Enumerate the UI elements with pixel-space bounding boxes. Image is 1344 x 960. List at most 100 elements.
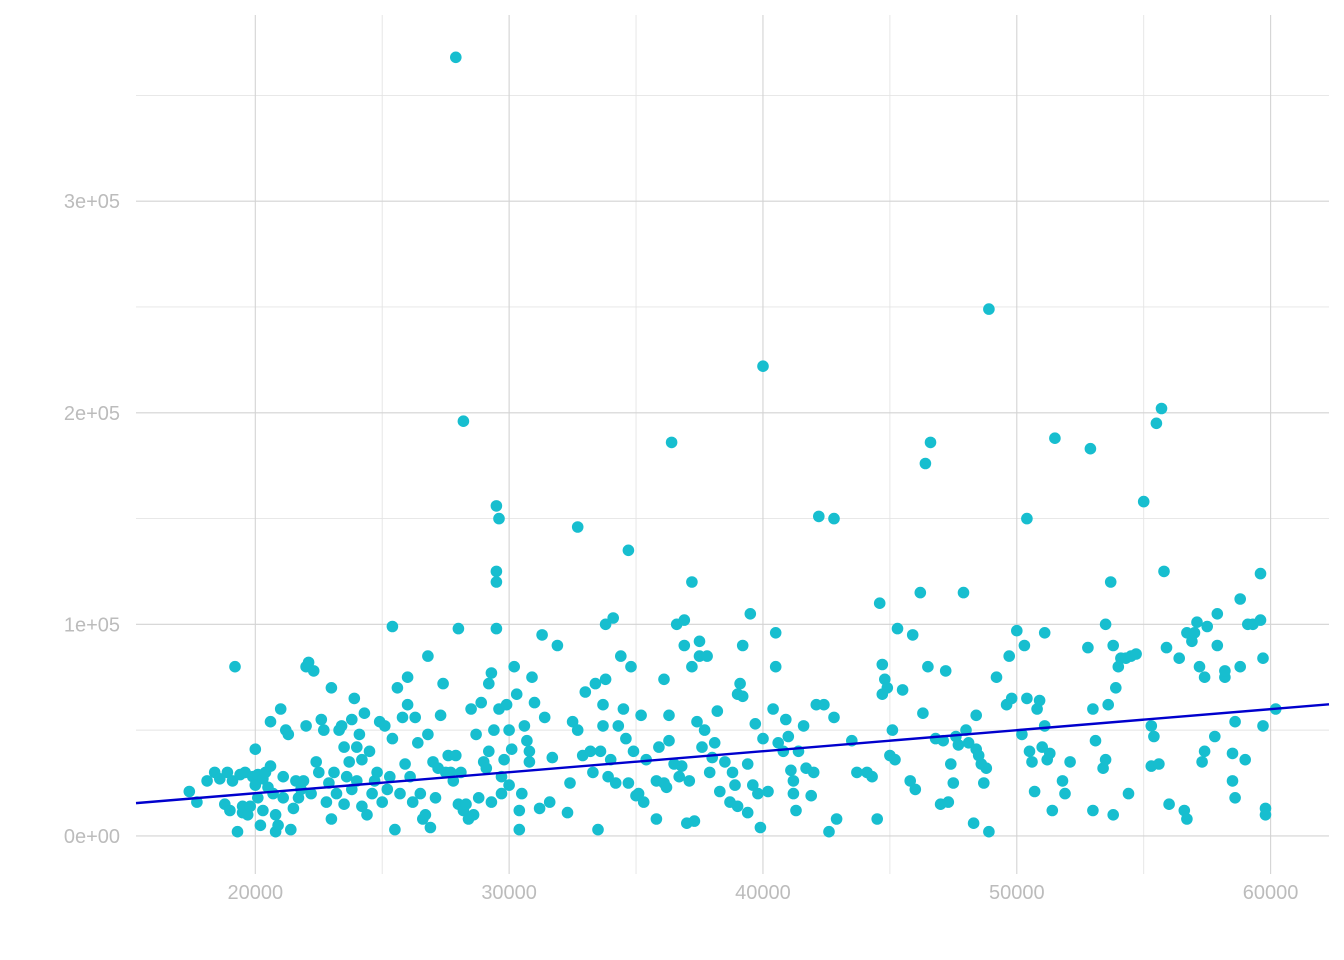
- data-point: [665, 436, 678, 449]
- data-point: [1003, 650, 1015, 662]
- data-point: [503, 724, 515, 736]
- data-point: [1234, 660, 1246, 673]
- data-point: [1150, 417, 1163, 430]
- data-point: [708, 737, 721, 749]
- data-point: [807, 766, 820, 779]
- data-point: [983, 303, 995, 315]
- data-point: [386, 620, 399, 633]
- data-point: [566, 715, 579, 728]
- data-point: [1107, 639, 1119, 652]
- data-point: [1005, 692, 1018, 705]
- data-point: [579, 686, 592, 698]
- data-point: [401, 698, 414, 711]
- data-point: [757, 360, 769, 373]
- data-point: [1155, 402, 1168, 415]
- data-point: [277, 770, 290, 783]
- data-point: [495, 787, 508, 800]
- data-point: [490, 622, 503, 635]
- data-point: [361, 809, 373, 821]
- data-point: [422, 650, 434, 662]
- data-point: [1148, 730, 1160, 743]
- data-point: [818, 698, 830, 711]
- data-point: [371, 766, 383, 779]
- data-point: [412, 737, 424, 749]
- data-point: [1036, 741, 1048, 753]
- x-axis-tick-labels: 20000 30000 40000 50000 60000: [227, 882, 1298, 904]
- data-point: [510, 688, 523, 700]
- data-point: [325, 682, 338, 694]
- data-point: [381, 783, 394, 796]
- data-point: [769, 660, 782, 673]
- data-point: [1064, 756, 1076, 768]
- data-point: [1102, 698, 1114, 711]
- data-point: [551, 639, 564, 652]
- data-point: [564, 777, 576, 789]
- data-point: [480, 762, 493, 774]
- trend-line-group: [135, 703, 1330, 805]
- data-point: [305, 787, 317, 800]
- data-point: [1160, 641, 1173, 654]
- data-point: [970, 709, 982, 722]
- data-point: [485, 667, 498, 679]
- data-point: [475, 696, 488, 709]
- data-point: [881, 682, 894, 694]
- data-point: [919, 457, 932, 470]
- data-point: [483, 677, 495, 690]
- data-point: [698, 724, 711, 736]
- data-point: [340, 770, 353, 783]
- data-point: [830, 813, 843, 825]
- data-point: [1099, 753, 1112, 766]
- data-points: [183, 51, 1282, 838]
- data-point: [183, 785, 196, 798]
- data-point: [267, 787, 279, 800]
- data-point: [201, 775, 213, 787]
- data-point: [467, 809, 480, 821]
- data-point: [787, 775, 800, 787]
- data-point: [460, 798, 472, 810]
- data-point: [493, 512, 505, 525]
- data-point: [939, 665, 952, 677]
- data-point: [990, 671, 1003, 683]
- data-point: [622, 544, 635, 557]
- data-point: [302, 656, 315, 669]
- data-point: [828, 711, 840, 724]
- data-point: [678, 614, 691, 626]
- data-point: [1193, 660, 1206, 673]
- data-point: [731, 800, 744, 813]
- data-point: [457, 415, 470, 428]
- data-point: [1219, 665, 1231, 677]
- data-point: [356, 800, 368, 813]
- data-point: [686, 660, 698, 673]
- data-point: [419, 809, 432, 821]
- data-point: [706, 751, 718, 764]
- data-point: [876, 658, 889, 671]
- data-point: [488, 724, 500, 736]
- data-point: [1021, 512, 1033, 525]
- data-point: [769, 627, 782, 639]
- data-point: [1059, 787, 1071, 800]
- minor-gridlines: [136, 15, 1329, 874]
- data-point: [584, 745, 597, 758]
- data-point: [376, 796, 389, 808]
- data-point: [696, 741, 708, 753]
- data-point: [366, 787, 378, 800]
- data-point: [518, 720, 531, 732]
- data-point: [673, 770, 685, 783]
- data-point: [335, 720, 348, 732]
- data-point: [231, 825, 244, 838]
- data-point: [358, 707, 371, 719]
- data-point: [1173, 652, 1185, 664]
- data-point: [1163, 798, 1175, 810]
- data-point: [226, 775, 239, 787]
- data-point: [797, 720, 810, 732]
- data-point: [782, 730, 795, 743]
- data-point: [747, 779, 759, 791]
- data-point: [533, 802, 546, 815]
- data-point: [891, 622, 904, 635]
- data-point: [615, 650, 627, 662]
- data-point: [945, 758, 957, 770]
- data-point: [363, 745, 376, 758]
- data-point: [1229, 792, 1241, 804]
- data-point: [1130, 648, 1142, 660]
- data-point: [384, 770, 396, 783]
